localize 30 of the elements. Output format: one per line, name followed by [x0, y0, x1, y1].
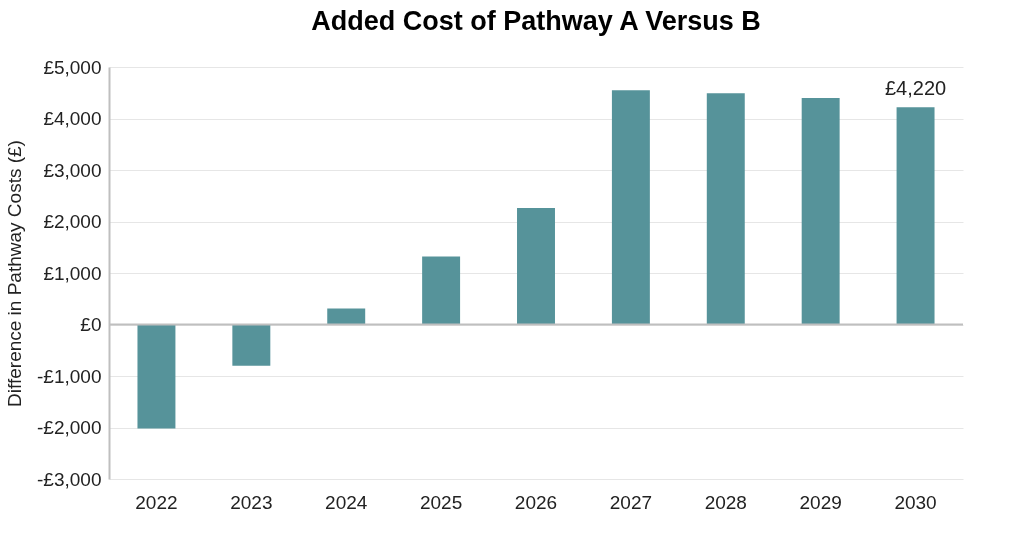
- x-tick-label: 2026: [514, 491, 558, 513]
- x-tick-label: 2023: [230, 491, 273, 513]
- x-tick-label: 2022: [135, 491, 178, 513]
- x-tick-label: 2027: [609, 491, 653, 513]
- bar: [422, 256, 461, 325]
- y-tick-label: -£2,000: [37, 417, 102, 438]
- y-tick-label: £5,000: [43, 56, 102, 78]
- x-tick-label: 2029: [799, 491, 842, 513]
- y-tick-label: £3,000: [43, 159, 102, 181]
- bar: [611, 90, 650, 325]
- bar: [517, 208, 555, 325]
- bar: [232, 324, 271, 366]
- bar: [896, 107, 935, 325]
- bar: [706, 93, 745, 325]
- y-tick-label: -£3,000: [37, 468, 102, 490]
- y-tick-label: £4,000: [43, 108, 102, 129]
- y-tick-label: £2,000: [43, 211, 102, 232]
- x-tick-label: 2024: [325, 491, 368, 513]
- bar: [137, 324, 176, 429]
- data-label: £4,220: [884, 77, 947, 100]
- y-tick-label: £0: [80, 314, 102, 335]
- y-axis-title: Difference in Pathway Costs (£): [4, 140, 26, 407]
- x-tick-label: 2030: [894, 491, 937, 513]
- x-tick-label: 2025: [419, 491, 463, 513]
- bar: [327, 308, 366, 325]
- bar: [801, 97, 840, 325]
- x-tick-label: 2028: [704, 491, 747, 513]
- chart-title: Added Cost of Pathway A Versus B: [311, 6, 761, 36]
- y-tick-label: £1,000: [43, 262, 102, 284]
- y-tick-label: -£1,000: [37, 365, 102, 387]
